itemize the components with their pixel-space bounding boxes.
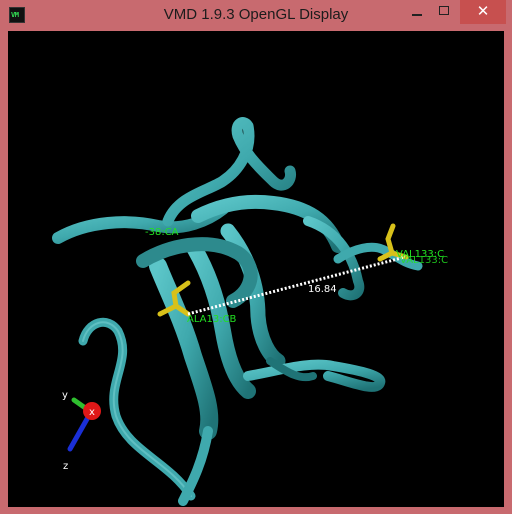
protein-ribbon: [52, 117, 423, 506]
residue-val133: [377, 223, 409, 262]
minimize-icon: [412, 14, 422, 16]
axis-z-label: z: [63, 461, 68, 472]
licorice-residues: [157, 223, 409, 317]
title-bar[interactable]: VM VMD 1.9.3 OpenGL Display ✕: [0, 0, 512, 31]
atom-label-ca: -38:CA: [145, 227, 179, 238]
axis-x: [83, 402, 101, 420]
sheet-strand-1: [149, 257, 219, 440]
vmd-app-icon[interactable]: VM: [9, 7, 25, 23]
molecule-render[interactable]: -38:CA ALA13:CB VAL133:C VAL133:C 16.84 …: [8, 31, 504, 507]
axis-y-label: y: [62, 390, 68, 401]
opengl-display[interactable]: -38:CA ALA13:CB VAL133:C VAL133:C 16.84 …: [8, 31, 504, 507]
window-title: VMD 1.9.3 OpenGL Display: [163, 6, 349, 23]
residue-ala13: [157, 280, 191, 317]
maximize-button[interactable]: [431, 0, 458, 24]
axis-x-label: x: [89, 407, 95, 418]
sheet-strand-2: [185, 238, 256, 399]
maximize-icon: [439, 6, 449, 15]
distance-bond: [187, 255, 406, 316]
coil-bottom: [178, 426, 213, 506]
distance-label: 16.84: [308, 284, 337, 295]
app-icon-text: VM: [11, 11, 19, 19]
coil-right: [303, 216, 365, 301]
atom-label-ala13-cb: ALA13:CB: [187, 314, 237, 325]
close-button[interactable]: ✕: [460, 0, 506, 24]
atom-label-val133-a: VAL133:C: [396, 249, 444, 260]
axes-indicator: x y z: [62, 390, 101, 472]
atom-label-val133-b: VAL133:C: [400, 255, 448, 266]
close-icon: ✕: [476, 2, 490, 20]
minimize-button[interactable]: [404, 0, 430, 24]
coil-top: [162, 117, 296, 227]
